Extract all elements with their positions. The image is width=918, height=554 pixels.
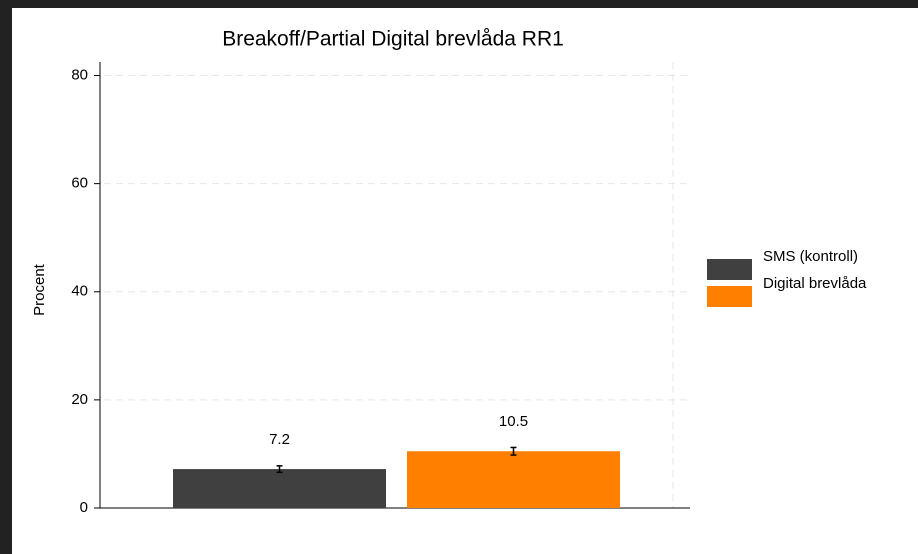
value-label: 7.2 (269, 431, 290, 448)
y-tick-label: 0 (80, 499, 88, 516)
legend-label: Digital brevlåda (763, 275, 867, 292)
y-tick-label: 80 (71, 66, 88, 83)
bar (407, 451, 620, 508)
legend-swatch (707, 259, 752, 280)
y-tick-label: 40 (71, 283, 88, 300)
y-axis-label: Procent (31, 263, 48, 316)
chart-title: Breakoff/Partial Digital brevlåda RR1 (222, 28, 564, 51)
legend-label: SMS (kontroll) (763, 248, 858, 265)
legend-swatch (707, 286, 752, 307)
y-tick-label: 60 (71, 175, 88, 192)
bar (173, 469, 386, 508)
value-label: 10.5 (499, 413, 528, 430)
y-tick-label: 20 (71, 391, 88, 408)
